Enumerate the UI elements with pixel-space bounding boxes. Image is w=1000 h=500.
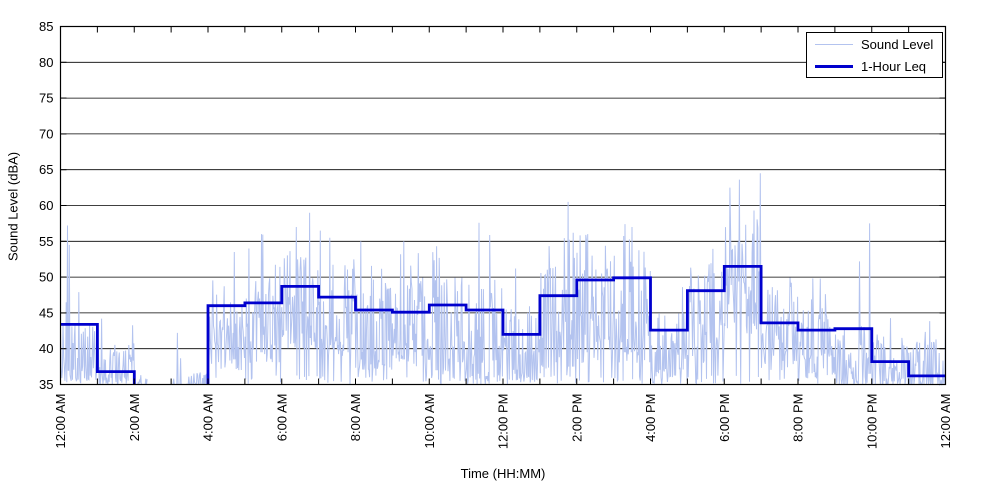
legend-label-leq: 1-Hour Leq — [861, 58, 927, 74]
x-tick-label: 12:00 AM — [938, 394, 953, 449]
y-tick-label: 45 — [39, 305, 53, 320]
x-tick-label: 8:00 PM — [791, 394, 806, 442]
x-tick-label: 4:00 AM — [201, 394, 216, 442]
y-tick-label: 60 — [39, 198, 53, 213]
legend-item-leq: 1-Hour Leq — [815, 60, 942, 73]
y-tick-label: 85 — [39, 19, 53, 34]
y-tick-label: 75 — [39, 91, 53, 106]
y-tick-label: 40 — [39, 341, 53, 356]
x-tick-label: 4:00 PM — [643, 394, 658, 442]
y-tick-label: 70 — [39, 126, 53, 141]
y-tick-label: 55 — [39, 234, 53, 249]
legend-swatch-sound-level — [815, 43, 853, 45]
x-tick-label: 6:00 AM — [274, 394, 289, 442]
x-tick-label: 2:00 PM — [569, 394, 584, 442]
legend-label-sound-level: Sound Level — [861, 36, 934, 52]
y-tick-label: 35 — [39, 377, 53, 392]
y-tick-label: 80 — [39, 55, 53, 70]
leq-series — [60, 265, 946, 385]
sound-level-series — [60, 173, 946, 387]
x-tick-label: 6:00 PM — [717, 394, 732, 442]
x-tick-label: 10:00 AM — [422, 394, 437, 449]
legend-item-sound-level: Sound Level — [815, 38, 942, 51]
x-tick-label: 12:00 AM — [53, 394, 68, 449]
x-tick-label: 10:00 PM — [864, 394, 879, 450]
y-axis-title: Sound Level (dBA) — [5, 151, 21, 261]
x-tick-label: 8:00 AM — [348, 394, 363, 442]
x-tick-label: 2:00 AM — [127, 394, 142, 442]
x-axis-title: Time (HH:MM) — [460, 466, 546, 481]
x-tick-label: 12:00 PM — [496, 394, 511, 450]
y-tick-label: 50 — [39, 270, 53, 285]
legend: Sound Level 1-Hour Leq — [806, 32, 943, 78]
y-tick-label: 65 — [39, 162, 53, 177]
legend-swatch-leq — [815, 64, 853, 68]
